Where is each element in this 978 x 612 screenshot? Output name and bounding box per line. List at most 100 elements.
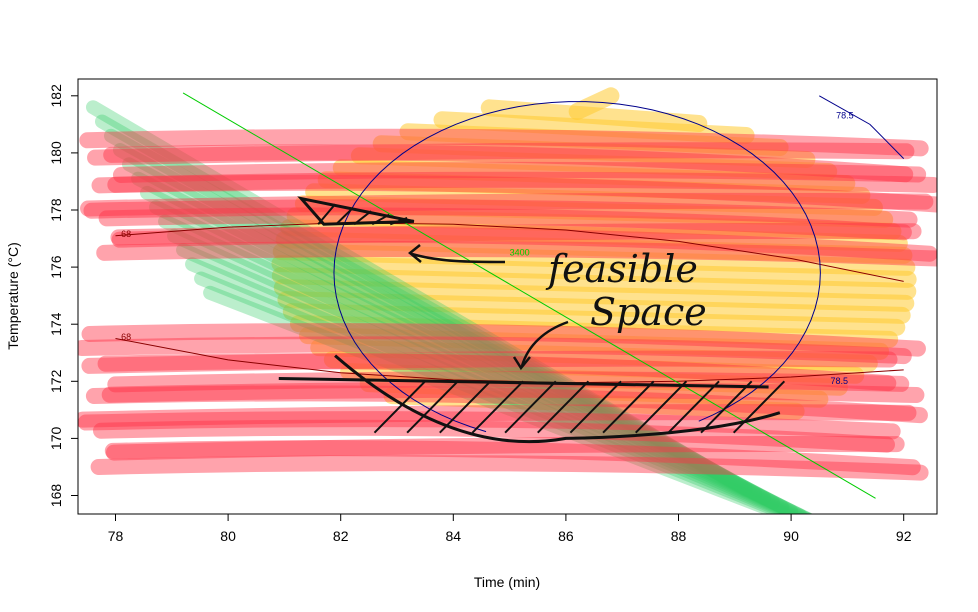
- hatch-line: [602, 380, 655, 434]
- handwritten-annotation: feasible Space: [408, 244, 707, 371]
- y-axis-title: Temperature (°C): [5, 242, 21, 350]
- hatch-line: [406, 380, 459, 434]
- y-tick-label: 178: [48, 198, 64, 222]
- yellow-stroke: [273, 279, 915, 312]
- y-axis: 168 170 172 174 176 178 180 182: [48, 84, 79, 508]
- hatch-line: [634, 380, 688, 434]
- yellow-stroke: [282, 303, 906, 336]
- y-tick-label: 174: [48, 312, 64, 336]
- x-tick-label: 86: [558, 528, 574, 544]
- contour-label-3400: 3400: [510, 248, 530, 258]
- x-axis: 78 80 82 84 86 88 90 92: [108, 513, 912, 544]
- yellow-stroke: [383, 387, 805, 420]
- hatch-line: [371, 213, 390, 226]
- red-stroke-lower: [81, 350, 898, 374]
- green-stroke: [149, 200, 814, 514]
- hatch-line: [537, 380, 590, 434]
- contour-label-78.5: 78.5: [831, 376, 849, 386]
- red-stroke-upper: [91, 174, 937, 213]
- green-stroke: [158, 214, 814, 514]
- hatch-line: [373, 380, 426, 434]
- yellow-stroke: [340, 363, 848, 396]
- hatch-outline-upper: [297, 196, 415, 226]
- yellow-stroke: [433, 111, 755, 144]
- yellow-stroke: [271, 267, 917, 300]
- y-tick-label: 176: [48, 255, 64, 279]
- green-stroke: [94, 114, 763, 502]
- red-stroke-lower: [85, 385, 928, 424]
- hatch-line: [569, 380, 622, 434]
- hatch-line: [667, 380, 720, 434]
- hatch-line: [389, 217, 408, 226]
- yellow-stroke: [289, 315, 899, 348]
- green-stroke: [113, 143, 781, 510]
- annotation-arrow-down-head: [512, 356, 531, 371]
- red-stroke-lower: [81, 323, 926, 357]
- yellow-stroke: [332, 159, 856, 192]
- yellow-stroke: [277, 291, 911, 324]
- red-stroke-upper: [80, 192, 934, 217]
- red-stroke-upper: [107, 171, 937, 193]
- green-stroke: [85, 100, 754, 497]
- x-axis-title: Time (min): [474, 574, 540, 590]
- y-tick-label: 168: [48, 484, 64, 508]
- green-stroke: [131, 171, 799, 514]
- red-stroke-upper: [98, 207, 912, 241]
- red-stroke-lower: [78, 404, 917, 428]
- x-tick-label: 78: [108, 528, 124, 544]
- y-tick-label: 170: [48, 427, 64, 451]
- red-stroke-upper: [96, 240, 937, 267]
- hatch-line: [353, 210, 372, 226]
- red-stroke-upper: [110, 226, 937, 262]
- yellow-stroke: [399, 123, 789, 156]
- green-stroke: [176, 242, 811, 514]
- red-stroke-lower: [105, 435, 905, 461]
- annotation-arrow-down: [520, 320, 569, 367]
- x-tick-label: 80: [220, 528, 236, 544]
- green-stroke: [122, 157, 790, 514]
- hatch-line: [439, 380, 492, 434]
- y-tick-label: 172: [48, 369, 64, 393]
- red-stroke-lower: [107, 371, 910, 393]
- hatched-feasible-areas: [278, 196, 786, 444]
- red-stroke-upper: [103, 144, 914, 183]
- contour-line-3400: [182, 92, 876, 499]
- yellow-stroke: [350, 147, 838, 180]
- annotation-line-1: feasible: [545, 247, 698, 291]
- yellow-stroke: [305, 183, 883, 216]
- red-stroke-lower: [90, 455, 929, 481]
- y-tick-label: 180: [48, 141, 64, 165]
- red-stroke-upper: [87, 142, 915, 166]
- yellow-stroke: [272, 243, 916, 276]
- x-tick-label: 92: [896, 528, 912, 544]
- yellow-stroke: [480, 99, 708, 132]
- green-stroke: [140, 185, 807, 514]
- contour-line-68: [115, 222, 904, 282]
- red-stroke-lower: [101, 381, 925, 403]
- hatch-line: [504, 380, 557, 434]
- yellow-stroke: [317, 171, 871, 204]
- annotation-arrow-left-head: [408, 244, 422, 263]
- red-stroke-upper: [112, 161, 927, 183]
- red-stroke-lower: [78, 336, 912, 365]
- yellow-stroke: [294, 195, 894, 228]
- red-stroke-upper: [79, 128, 929, 157]
- y-tick-label: 182: [48, 84, 64, 108]
- x-tick-label: 90: [783, 528, 799, 544]
- contour-label-68: 68: [121, 229, 131, 239]
- yellow-stroke: [310, 339, 878, 372]
- contour-label-78.5: 78.5: [836, 111, 854, 121]
- contour-labels: 68 68 3400 78.5 78.5: [121, 111, 854, 387]
- hatch-line: [700, 380, 753, 434]
- x-tick-label: 84: [446, 528, 462, 544]
- hatch-line: [732, 380, 786, 434]
- yellow-stroke: [275, 231, 913, 264]
- yellow-stroke: [271, 255, 917, 288]
- red-stroke-lower: [78, 411, 901, 440]
- contour-line-78.5: [333, 101, 821, 433]
- red-stroke-upper: [111, 222, 922, 248]
- yellow-stroke: [280, 219, 908, 252]
- contour-line-78.5: [819, 95, 905, 159]
- hatch-outline-lower: [278, 354, 781, 444]
